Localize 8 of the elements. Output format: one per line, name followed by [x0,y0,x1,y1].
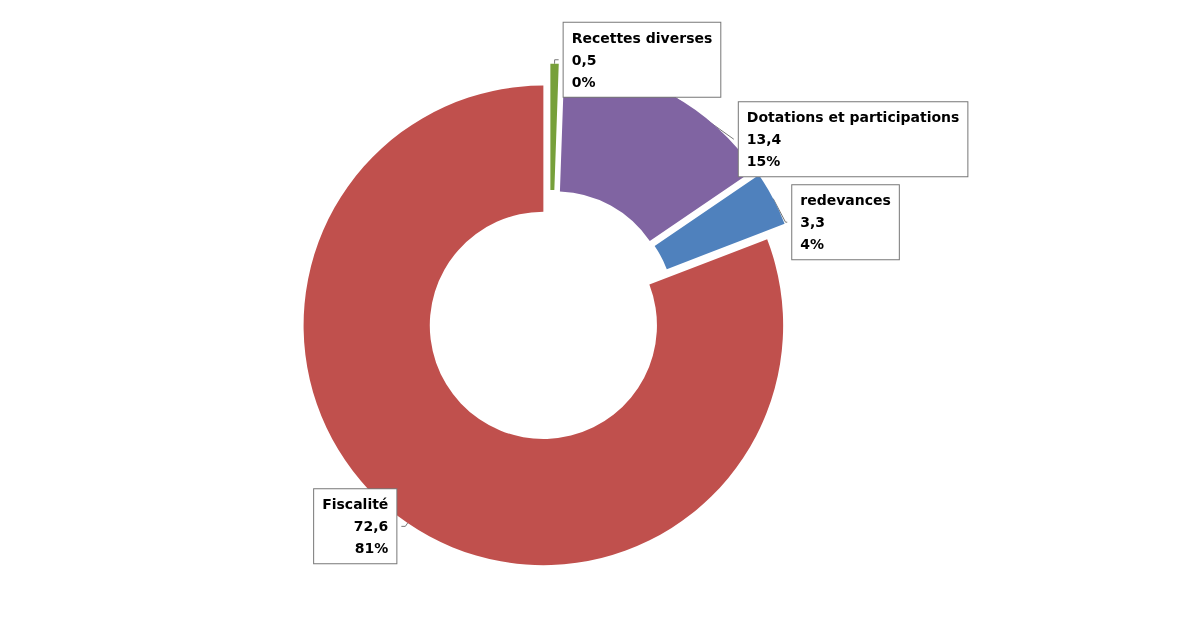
slice-label: redevances [800,192,891,209]
slice-label: Recettes diverses [571,29,713,46]
data-label: 3,3 4% [800,214,826,253]
data-label: 72,6 81% [353,518,389,557]
data-label: 13,4 15% [746,131,782,170]
data-label: 0,5 0% [571,51,597,90]
slice-label: Dotations et participations [746,109,960,126]
slice-label: Fiscalité [322,496,389,513]
